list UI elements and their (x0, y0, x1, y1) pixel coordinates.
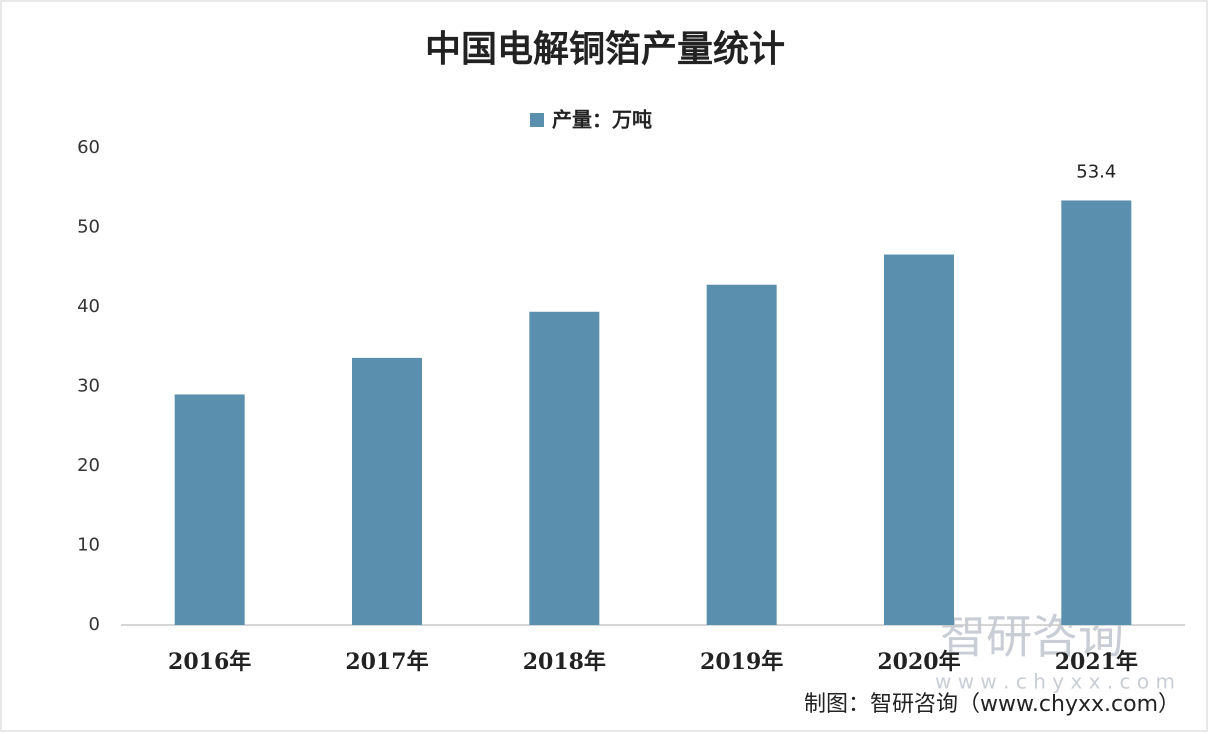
x-tick-label: 2016年 (168, 649, 251, 675)
x-tick-label: 2018年 (523, 649, 606, 675)
data-label: 53.4 (1076, 161, 1116, 182)
bar (884, 254, 954, 625)
chart-title: 中国电解铜箔产量统计 (425, 28, 785, 70)
bar (174, 394, 245, 625)
bar (706, 284, 777, 625)
y-tick-label: 20 (77, 455, 100, 476)
y-tick-label: 10 (77, 535, 100, 556)
legend-swatch (530, 113, 544, 127)
x-tick-label: 2017年 (345, 649, 428, 675)
bar (352, 357, 422, 625)
y-tick-label: 40 (77, 296, 100, 317)
y-tick-label: 30 (77, 376, 100, 397)
legend-label: 产量：万吨 (552, 108, 652, 132)
y-tick-label: 60 (77, 137, 100, 158)
x-tick-label: 2021年 (1055, 649, 1138, 675)
source: 制图：智研咨询（www.chyxx.com） (804, 692, 1180, 717)
x-tick-label: 2019年 (700, 649, 783, 675)
bar (529, 311, 600, 625)
bar (1061, 200, 1132, 625)
y-tick-label: 0 (89, 614, 100, 635)
x-tick-label: 2020年 (877, 649, 960, 675)
y-tick-label: 50 (77, 217, 100, 238)
watermark-url: w w w . c h y x x . c o m (935, 670, 1175, 694)
